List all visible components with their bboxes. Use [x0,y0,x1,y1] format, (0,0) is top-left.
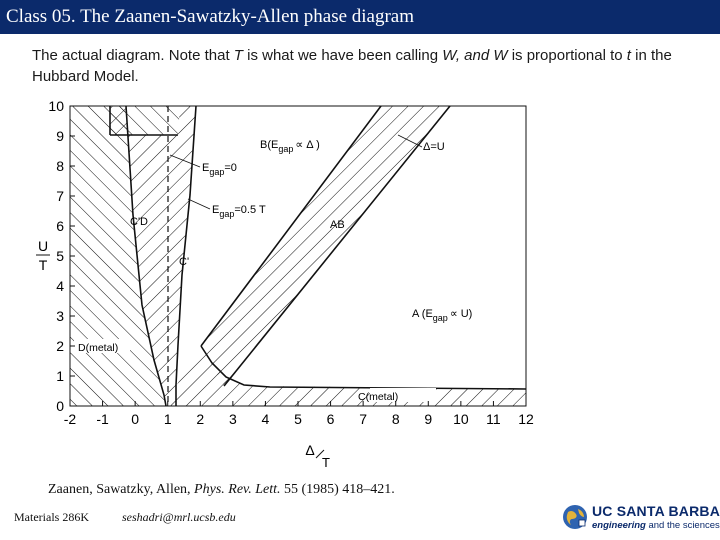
citation: Zaanen, Sawatzky, Allen, Phys. Rev. Lett… [48,482,395,498]
citation-journal: Phys. Rev. Lett. [194,482,281,497]
y-tick-label: 9 [56,128,64,144]
y-tick-label: 2 [56,338,64,354]
y-tick-label: 6 [56,218,64,234]
label-region-b: B(Egap ∝ Δ ) [260,139,320,154]
x-tick-label: 6 [327,411,335,427]
y-axis-ticks: 0 1 2 3 4 5 6 7 8 9 10 [48,98,75,414]
x-tick-label: 7 [359,411,367,427]
caption-text-1: The actual diagram. Note that [32,47,234,64]
x-tick-label: 8 [392,411,400,427]
slide-title: Class 05. The Zaanen-Sawatzky-Allen phas… [6,6,415,27]
region-top-strip [110,106,180,135]
caption-W: W, and W [442,47,508,64]
x-axis-ticks: -2 -1 0 1 2 3 4 5 6 7 8 9 10 11 12 [64,401,534,427]
label-region-ab: AB [330,219,345,231]
boundary-lines [109,105,527,407]
caption-text-2: is what we have been calling [242,47,443,64]
caption-text-4: in the Hubbard Model. [32,47,672,85]
x-axis-title-bar [315,449,325,459]
x-tick-label: -2 [64,411,77,427]
x-tick-label: 11 [486,411,501,427]
x-tick-label: 1 [164,411,172,427]
boundary-c-prime-edge [175,105,197,406]
y-tick-label: 4 [56,278,64,294]
label-region-cprime: C' [179,256,189,268]
region-d-metal [70,106,166,406]
boundary-delta-u [200,105,382,347]
caption-t: t [626,47,631,64]
y-tick-label: 5 [56,248,64,264]
region-ab [201,106,450,386]
label-backgrounds [74,132,500,402]
leader-egap0 [169,154,201,168]
footer-course: Materials 286K [14,510,89,524]
region-c-band [176,346,526,406]
x-tick-label: -1 [96,411,109,427]
citation-rest: 55 (1985) 418–421. [280,482,395,497]
x-tick-label: 0 [131,411,139,427]
caption: The actual diagram. Note that T is what … [32,45,692,87]
x-tick-label: 9 [424,411,432,427]
leader-delta-u [397,134,423,148]
y-axis-title-den: T [39,257,48,273]
label-region-d-metal: D(metal) [78,342,118,354]
y-tick-label: 0 [56,398,64,414]
label-delta-u: Δ=U [423,141,445,153]
boundary-d-edge [125,105,167,407]
logo-subtitle: engineering and the sciences [592,520,720,531]
title-bar: Class 05. The Zaanen-Sawatzky-Allen phas… [0,0,720,34]
x-tick-label: 3 [229,411,237,427]
citation-authors: Zaanen, Sawatzky, Allen, [48,482,195,497]
label-region-cd: C'D [130,216,148,228]
y-axis-title-num: U [38,238,48,254]
label-egap05: Egap=0.5 T [212,204,266,219]
y-tick-label: 10 [48,98,64,114]
logo-name: UC SANTA BARBARA [592,503,720,519]
leader-egap05 [187,198,211,210]
y-tick-label: 8 [56,158,64,174]
logo-sub-rest: and the sciences [645,520,720,531]
caption-text-3: is proportional to [507,47,627,64]
label-region-c-metal: C(metal) [358,391,398,403]
ucsb-logo: UC SANTA BARBARA engineering and the sci… [562,500,720,536]
x-axis-title-num: Δ [305,442,314,458]
x-tick-label: 12 [518,411,534,427]
caption-T: T [233,47,243,64]
y-tick-label: 3 [56,308,64,324]
y-tick-label: 1 [56,368,64,384]
label-region-a: A (Egap ∝ U) [412,308,472,323]
x-tick-label: 2 [196,411,204,427]
globe-icon [563,505,587,529]
x-tick-label: 10 [453,411,469,427]
boundary-ab-lower [200,345,527,390]
y-tick-label: 7 [56,188,64,204]
x-axis-title-den: T [322,455,330,470]
label-egap0: Egap=0 [202,162,237,177]
footer-email: seshadri@mrl.ucsb.edu [122,510,236,524]
logo-sub-bold: engineering [592,520,646,531]
x-tick-label: 5 [294,411,302,427]
x-tick-label: 4 [262,411,270,427]
boundary-ab-upper-edge [223,105,451,387]
